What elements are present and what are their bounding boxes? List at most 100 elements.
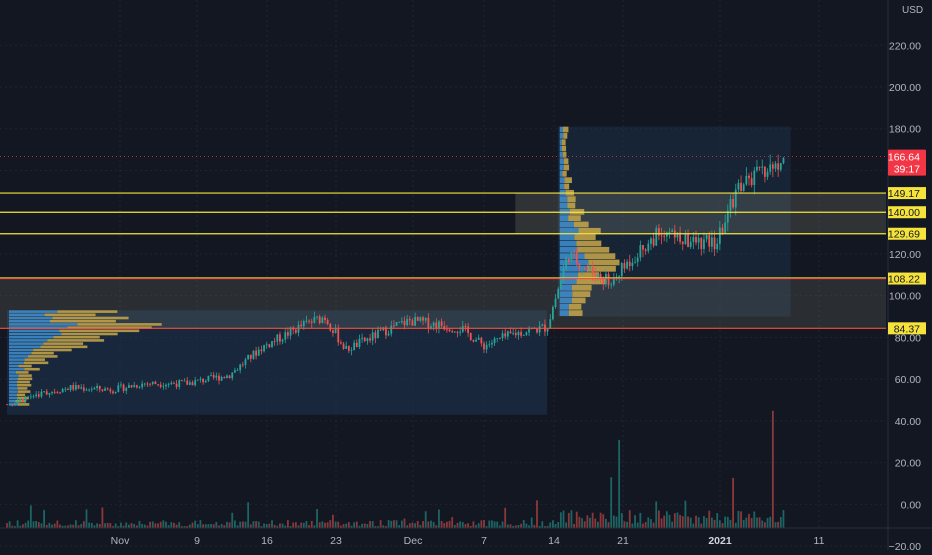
price-tick-label: −20.00 <box>889 541 922 550</box>
volume-bar <box>72 524 75 528</box>
candle-body <box>711 237 713 247</box>
volume-bar <box>332 514 334 528</box>
volume-bar <box>777 521 780 528</box>
candle-body <box>689 241 692 248</box>
volume-bar <box>149 521 151 528</box>
candle-body <box>414 317 416 326</box>
candle-body <box>676 232 679 238</box>
candle-body <box>133 385 136 388</box>
volume-bar <box>241 521 244 528</box>
candle-body <box>705 235 708 240</box>
volume-bar <box>729 519 732 528</box>
profile-bar-down <box>564 183 570 190</box>
candle-body <box>469 332 472 340</box>
candle-body <box>756 166 758 171</box>
volume-bar <box>101 507 104 528</box>
candle-body <box>514 332 517 336</box>
candle-body <box>440 321 443 327</box>
level-tag <box>888 227 926 240</box>
volume-bar <box>411 522 414 528</box>
bar-countdown-label: 39:17 <box>894 164 920 176</box>
candle-body <box>379 329 382 331</box>
volume-bar <box>67 525 69 528</box>
volume-bar <box>552 520 554 528</box>
candle-body <box>570 251 573 262</box>
time-axis-label: 14 <box>548 535 560 547</box>
volume-bar <box>234 520 236 528</box>
candle-body <box>82 387 85 391</box>
candle-body <box>398 322 401 323</box>
volume-bar <box>708 510 711 528</box>
profile-bar-up <box>559 303 569 310</box>
volume-bar <box>56 520 59 528</box>
profile-bar-down <box>574 234 596 241</box>
profile-bar-up <box>9 326 68 329</box>
profile-bar-up <box>9 361 24 365</box>
candle-body <box>218 375 220 381</box>
volume-bar <box>64 525 67 528</box>
profile-bar-down <box>17 387 28 390</box>
volume-bar <box>740 511 742 528</box>
volume-bar <box>289 526 292 528</box>
profile-bar-down <box>15 371 29 374</box>
candle-body <box>22 398 24 402</box>
volume-bar <box>607 522 610 528</box>
price-tick-label: 40.00 <box>895 416 921 428</box>
volume-bar <box>753 511 756 528</box>
candle-body <box>517 331 520 336</box>
volume-bar <box>75 520 77 528</box>
volume-bar <box>35 520 38 528</box>
volume-bar <box>583 521 586 528</box>
candle-body <box>345 346 348 349</box>
volume-bar <box>602 514 605 528</box>
profile-bar-up <box>9 390 18 393</box>
candle-body <box>257 349 260 356</box>
profile-bar-up <box>9 383 18 387</box>
profile-bar-up <box>559 227 579 234</box>
candle-body <box>247 354 250 360</box>
profile-bar-up <box>9 355 29 358</box>
candle-body <box>183 380 186 382</box>
candle-body <box>387 333 390 336</box>
volume-bar <box>382 525 385 528</box>
candle-body <box>430 326 432 329</box>
candle-body <box>557 288 560 299</box>
volume-bar <box>703 516 705 528</box>
profile-bar-up <box>9 403 18 406</box>
volume-bar <box>347 522 350 528</box>
candle-body <box>607 273 610 285</box>
volume-bar <box>745 517 748 528</box>
candle-body <box>480 337 483 344</box>
volume-bar <box>496 521 499 528</box>
volume-bar <box>594 518 597 528</box>
volume-bar <box>207 524 210 528</box>
volume-bar <box>27 520 30 528</box>
candle-body <box>93 387 96 390</box>
volume-bar <box>575 511 578 528</box>
volume-bar <box>308 525 310 528</box>
price-tick-label: 120.00 <box>889 249 921 261</box>
candle-body <box>207 375 210 381</box>
volume-bar <box>310 520 313 528</box>
candle-body <box>771 164 774 169</box>
volume-bar <box>390 520 393 528</box>
profile-bar-up <box>559 132 564 139</box>
volume-bar <box>19 525 22 528</box>
volume-bar <box>724 516 727 528</box>
candle-body <box>130 385 133 388</box>
candle-body <box>263 345 265 352</box>
candle-body <box>390 325 393 334</box>
volume-bar <box>605 518 607 528</box>
candle-body <box>408 318 411 321</box>
volume-bar <box>11 525 14 528</box>
volume-bar <box>220 523 223 528</box>
volume-bar <box>218 525 220 528</box>
candle-body <box>149 383 151 385</box>
volume-bar <box>721 523 724 528</box>
candle-body <box>586 268 589 270</box>
profile-bar-up <box>9 323 78 326</box>
volume-profile-2 <box>559 126 620 316</box>
candle-body <box>265 344 268 346</box>
